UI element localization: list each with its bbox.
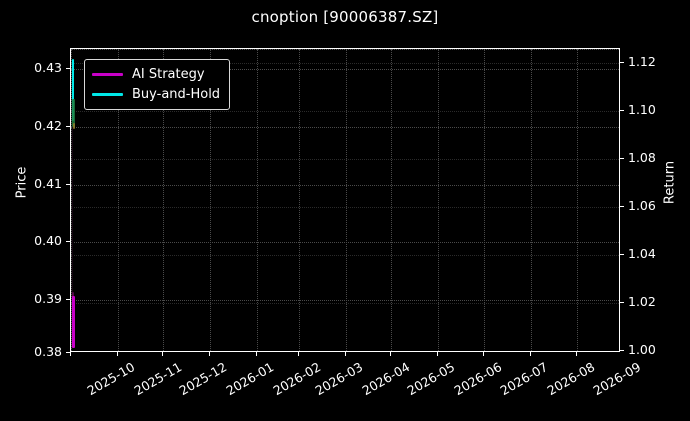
y-axis-left-tick xyxy=(66,241,70,242)
x-axis-tick xyxy=(162,352,163,356)
y-axis-right-title: Return xyxy=(662,160,678,205)
x-axis-tick xyxy=(345,352,346,356)
legend-swatch-icon xyxy=(92,92,123,96)
x-axis-tick xyxy=(70,352,71,356)
x-axis-tick-label: 2026-01 xyxy=(223,359,277,399)
gridline-vertical xyxy=(210,49,211,351)
gridline-vertical xyxy=(299,49,300,351)
gridline-vertical xyxy=(391,49,392,351)
x-axis-tick-label: 2026-07 xyxy=(497,359,551,399)
legend-item-label: Buy-and-Hold xyxy=(132,86,221,102)
plot-area: AI Strategy Buy-and-Hold xyxy=(70,48,620,352)
gridline-horizontal xyxy=(71,49,619,50)
x-axis-tick xyxy=(390,352,391,356)
y-axis-left-tick-label: 0.43 xyxy=(34,60,62,75)
gridline-horizontal-secondary xyxy=(71,159,619,160)
y-axis-left-tick xyxy=(66,68,70,69)
x-axis-tick-label: 2025-11 xyxy=(131,359,185,399)
series-connector xyxy=(72,127,73,297)
y-axis-right-tick xyxy=(620,254,624,255)
gridline-vertical xyxy=(531,49,532,351)
y-axis-right-tick xyxy=(620,302,624,303)
x-axis-tick xyxy=(483,352,484,356)
y-axis-right-tick xyxy=(620,206,624,207)
gridline-horizontal-secondary xyxy=(71,63,619,64)
x-axis-tick xyxy=(530,352,531,356)
x-axis-tick xyxy=(117,352,118,356)
gridline-vertical xyxy=(118,49,119,351)
x-axis-tick-label: 2026-04 xyxy=(359,359,413,399)
legend-item-ai-strategy[interactable]: AI Strategy xyxy=(92,64,220,84)
gridline-vertical xyxy=(484,49,485,351)
y-axis-right-tick xyxy=(620,158,624,159)
legend-item-label: AI Strategy xyxy=(132,66,205,82)
x-axis-tick xyxy=(298,352,299,356)
gridline-vertical xyxy=(71,49,72,351)
y-axis-right-tick-label: 1.00 xyxy=(628,342,656,357)
y-axis-right-tick-label: 1.02 xyxy=(628,294,656,309)
x-axis-tick-label: 2026-02 xyxy=(270,359,324,399)
y-axis-left-tick xyxy=(66,126,70,127)
y-axis-right-tick xyxy=(620,62,624,63)
gridline-vertical xyxy=(577,49,578,351)
gridline-horizontal-secondary xyxy=(71,255,619,256)
y-axis-right-tick xyxy=(620,110,624,111)
y-axis-left-tick xyxy=(66,352,70,353)
x-axis-tick xyxy=(256,352,257,356)
series-line-buy-and-hold-tail xyxy=(72,99,75,127)
legend[interactable]: AI Strategy Buy-and-Hold xyxy=(84,59,231,110)
x-axis-tick xyxy=(437,352,438,356)
x-axis-tick-label: 2026-03 xyxy=(312,359,366,399)
x-axis-tick-label: 2026-09 xyxy=(590,359,644,399)
y-axis-right-tick-label: 1.08 xyxy=(628,150,656,165)
gridline-vertical xyxy=(163,49,164,351)
y-axis-right-tick xyxy=(620,350,624,351)
x-axis-tick xyxy=(576,352,577,356)
x-axis-tick-label: 2025-12 xyxy=(176,359,230,399)
gridline-horizontal-secondary xyxy=(71,303,619,304)
x-axis-tick-label: 2026-06 xyxy=(451,359,505,399)
gridline-vertical xyxy=(257,49,258,351)
x-axis-tick-label: 2026-08 xyxy=(544,359,598,399)
page-title: cnoption [90006387.SZ] xyxy=(251,8,439,26)
y-axis-left-tick-label: 0.39 xyxy=(34,291,62,306)
y-axis-left-title: Price xyxy=(14,166,30,199)
series-line-ai-strategy[interactable] xyxy=(72,296,75,348)
series-line-buy-and-hold-stub xyxy=(73,123,75,129)
gridline-horizontal xyxy=(71,127,619,128)
gridline-horizontal xyxy=(71,242,619,243)
y-axis-right-tick-label: 1.12 xyxy=(628,54,656,69)
y-axis-left-tick xyxy=(66,184,70,185)
legend-item-buy-and-hold[interactable]: Buy-and-Hold xyxy=(92,84,220,104)
y-axis-right-tick-label: 1.04 xyxy=(628,246,656,261)
gridline-horizontal xyxy=(71,300,619,301)
series-line-buy-and-hold[interactable] xyxy=(72,59,74,121)
y-axis-right-tick-label: 1.06 xyxy=(628,198,656,213)
y-axis-right-tick-label: 1.10 xyxy=(628,102,656,117)
gridline-horizontal xyxy=(71,69,619,70)
y-axis-left-tick xyxy=(66,299,70,300)
y-axis-left-tick-label: 0.41 xyxy=(34,176,62,191)
x-axis-tick xyxy=(209,352,210,356)
gridline-horizontal xyxy=(71,185,619,186)
gridline-horizontal-secondary xyxy=(71,207,619,208)
legend-swatch-icon xyxy=(92,72,123,76)
y-axis-left-tick-label: 0.42 xyxy=(34,118,62,133)
x-axis-tick-label: 2026-05 xyxy=(404,359,458,399)
gridline-horizontal-secondary xyxy=(71,111,619,112)
x-axis-tick-label: 2025-10 xyxy=(84,359,138,399)
y-axis-left-tick-label: 0.40 xyxy=(34,233,62,248)
y-axis-left-tick-label: 0.38 xyxy=(34,344,62,359)
gridline-vertical xyxy=(438,49,439,351)
gridline-vertical xyxy=(346,49,347,351)
